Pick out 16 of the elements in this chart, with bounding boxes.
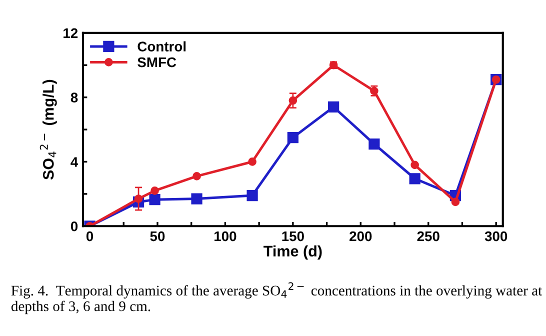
x-tick-label: 0 (86, 231, 94, 242)
text: Fig. 4. Temporal dynamics of the average SO$_{4}$$^{2−}$ concentrations in the overlying water at depths of 3, 6 and 9 cm. (11, 282, 542, 314)
x-axis-title: Time (d) (264, 245, 322, 260)
x-tick-label: 200 (350, 231, 372, 242)
x-tick-label: 250 (417, 231, 440, 242)
x-tick-label: 150 (282, 231, 304, 242)
y-axis-title: SO$_{4}$$^{2−}$ (mg/L) (40, 80, 57, 180)
legend-label: Control (138, 41, 186, 52)
x-tick-label: 50 (150, 231, 165, 242)
y-tick-label: 12 (64, 28, 78, 38)
x-tick-label: 300 (484, 231, 508, 242)
y-tick-label: 4 (70, 157, 78, 167)
y-tick-label: 8 (70, 92, 78, 102)
legend-label: SMFC (138, 57, 176, 68)
x-tick-label: 100 (214, 231, 236, 242)
y-tick-label: 0 (70, 221, 78, 232)
